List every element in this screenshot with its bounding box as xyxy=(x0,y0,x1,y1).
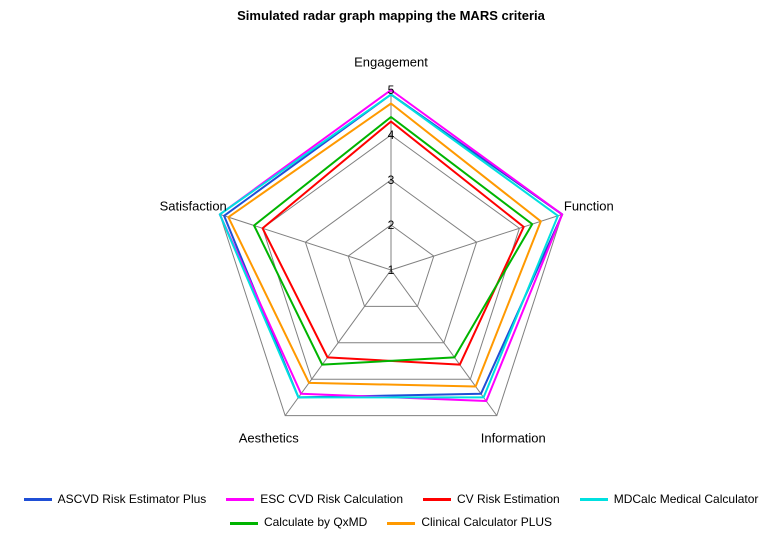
chart-title: Simulated radar graph mapping the MARS c… xyxy=(0,8,782,23)
legend-label: ESC CVD Risk Calculation xyxy=(260,489,403,511)
legend-swatch xyxy=(580,498,608,501)
legend-item: ESC CVD Risk Calculation xyxy=(226,489,403,511)
legend-label: CV Risk Estimation xyxy=(457,489,560,511)
legend-label: MDCalc Medical Calculator xyxy=(614,489,759,511)
legend-item: CV Risk Estimation xyxy=(423,489,560,511)
tick-label: 1 xyxy=(388,263,395,277)
axis-label: Aesthetics xyxy=(239,431,299,446)
legend-item: Clinical Calculator PLUS xyxy=(387,512,552,534)
legend-item: MDCalc Medical Calculator xyxy=(580,489,759,511)
axis-label: Information xyxy=(481,431,546,446)
legend-swatch xyxy=(226,498,254,501)
legend-item: Calculate by QxMD xyxy=(230,512,367,534)
radar-chart: Engagement Function Information Aesthetics S… xyxy=(0,30,782,490)
tick-label: 2 xyxy=(388,218,395,232)
legend-item: ASCVD Risk Estimator Plus xyxy=(24,489,207,511)
legend-swatch xyxy=(24,498,52,501)
legend-swatch xyxy=(423,498,451,501)
legend-swatch xyxy=(387,522,415,525)
tick-label: 3 xyxy=(388,173,395,187)
legend-swatch xyxy=(230,522,258,525)
axis-label: Engagement xyxy=(354,55,428,70)
legend-label: ASCVD Risk Estimator Plus xyxy=(58,489,207,511)
axis-label: Satisfaction xyxy=(160,198,227,213)
tick-label: 4 xyxy=(388,128,395,142)
legend-label: Calculate by QxMD xyxy=(264,512,367,534)
radar-svg xyxy=(0,30,782,490)
axis-label: Function xyxy=(564,198,614,213)
tick-label: 5 xyxy=(388,83,395,97)
legend-label: Clinical Calculator PLUS xyxy=(421,512,552,534)
legend: ASCVD Risk Estimator Plus ESC CVD Risk Ca… xyxy=(0,487,782,534)
